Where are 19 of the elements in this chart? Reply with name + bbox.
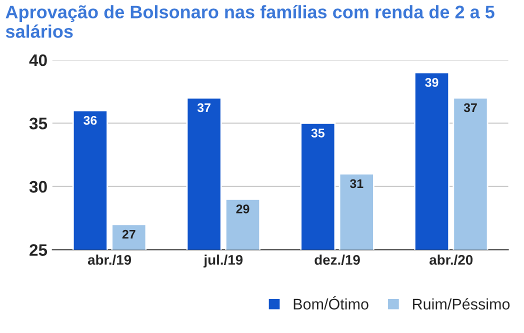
legend-label: Ruim/Péssimo bbox=[413, 298, 510, 310]
data-label: 37 bbox=[464, 103, 477, 112]
data-label: 29 bbox=[236, 204, 250, 214]
data-label: 36 bbox=[84, 116, 97, 125]
data-label: 39 bbox=[425, 78, 438, 87]
x-tick-label: abr./20 bbox=[430, 254, 473, 265]
data-label: 31 bbox=[350, 179, 364, 188]
y-tick-label: 30 bbox=[29, 180, 47, 193]
x-tick-label: jul./19 bbox=[204, 254, 243, 268]
y-tick-label: 35 bbox=[29, 118, 48, 130]
data-label: 35 bbox=[311, 128, 325, 138]
chart-title: Aprovação de Bolsonaro nas famílias com renda de 2 a 5 salários bbox=[6, 4, 494, 38]
x-tick-label: dez./19 bbox=[314, 254, 360, 265]
x-tick-label: abr./19 bbox=[88, 254, 132, 265]
legend-label: Bom/Ótimo bbox=[294, 296, 368, 310]
data-label: 27 bbox=[122, 230, 136, 239]
y-tick-label: 25 bbox=[30, 244, 48, 256]
y-tick-label: 40 bbox=[29, 54, 47, 66]
data-label: 37 bbox=[197, 103, 210, 112]
